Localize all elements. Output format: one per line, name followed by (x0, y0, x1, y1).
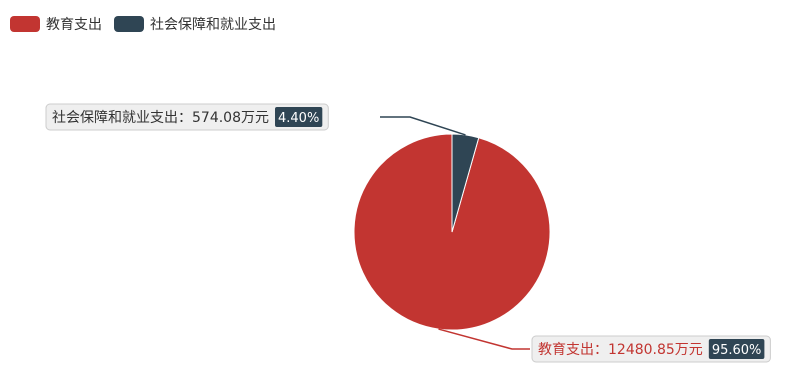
leader-line (380, 116, 466, 136)
chart-legend: 教育支出 社会保障和就业支出 (10, 14, 276, 34)
label-percent: 4.40% (278, 111, 319, 126)
legend-item-education[interactable]: 教育支出 (10, 14, 102, 34)
pie-slice-social-security[interactable] (451, 133, 480, 233)
legend-swatch-education (10, 16, 40, 32)
label-name-value: 教育支出：12480.85万元 (538, 342, 703, 358)
percent-badge (708, 339, 765, 359)
percent-badge (275, 107, 323, 127)
label-name-value: 社会保障和就业支出：574.08万元 (52, 110, 269, 126)
slice-label-social-security: 社会保障和就业支出：574.08万元 4.40% (45, 103, 329, 131)
label-background (45, 103, 329, 131)
legend-label-social-security: 社会保障和就业支出 (150, 17, 276, 33)
slice-label-education: 教育支出：12480.85万元 95.60% (531, 335, 771, 363)
leader-line (438, 328, 530, 350)
legend-label-education: 教育支出 (46, 17, 102, 33)
legend-swatch-social-security (114, 16, 144, 32)
label-percent: 95.60% (712, 343, 762, 358)
legend-item-social-security[interactable]: 社会保障和就业支出 (114, 14, 276, 34)
